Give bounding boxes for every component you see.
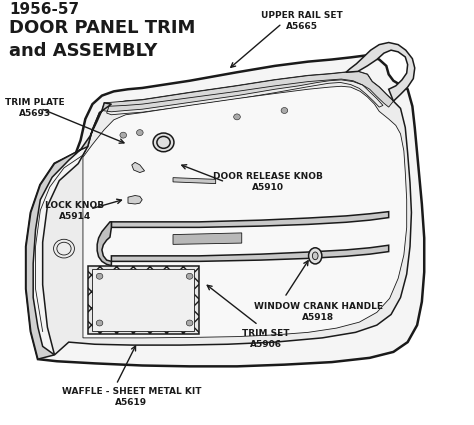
Circle shape bbox=[281, 108, 288, 113]
Polygon shape bbox=[346, 42, 415, 101]
Circle shape bbox=[120, 132, 127, 138]
Text: DOOR RELEASE KNOB
A5910: DOOR RELEASE KNOB A5910 bbox=[213, 172, 323, 192]
Circle shape bbox=[96, 273, 103, 279]
Text: WINDOW CRANK HANDLE
A5918: WINDOW CRANK HANDLE A5918 bbox=[254, 302, 383, 322]
Text: LOCK KNOB
A5914: LOCK KNOB A5914 bbox=[45, 201, 104, 221]
Polygon shape bbox=[88, 266, 199, 334]
Text: TRIM PLATE
A5693: TRIM PLATE A5693 bbox=[5, 98, 64, 118]
Polygon shape bbox=[26, 103, 111, 359]
Circle shape bbox=[234, 114, 240, 120]
Ellipse shape bbox=[309, 248, 322, 264]
Polygon shape bbox=[83, 86, 407, 338]
Ellipse shape bbox=[312, 252, 318, 260]
Polygon shape bbox=[97, 222, 111, 266]
Text: WAFFLE - SHEET METAL KIT
A5619: WAFFLE - SHEET METAL KIT A5619 bbox=[62, 387, 201, 407]
Circle shape bbox=[96, 320, 103, 326]
Circle shape bbox=[153, 133, 174, 152]
Text: 1956-57: 1956-57 bbox=[9, 2, 80, 17]
Circle shape bbox=[186, 273, 193, 279]
Text: TRIM SET
A5906: TRIM SET A5906 bbox=[242, 329, 289, 349]
Polygon shape bbox=[173, 178, 216, 184]
Text: DOOR PANEL TRIM: DOOR PANEL TRIM bbox=[9, 19, 196, 37]
Polygon shape bbox=[111, 212, 389, 227]
Text: UPPER RAIL SET
A5665: UPPER RAIL SET A5665 bbox=[261, 11, 342, 31]
Polygon shape bbox=[111, 245, 389, 261]
Circle shape bbox=[186, 320, 193, 326]
Polygon shape bbox=[102, 71, 393, 112]
Text: and ASSEMBLY: and ASSEMBLY bbox=[9, 42, 158, 60]
Circle shape bbox=[157, 136, 170, 148]
Polygon shape bbox=[26, 55, 424, 366]
Polygon shape bbox=[173, 233, 242, 244]
Polygon shape bbox=[128, 196, 142, 204]
Circle shape bbox=[137, 130, 143, 136]
Polygon shape bbox=[92, 269, 194, 331]
Polygon shape bbox=[132, 162, 145, 173]
Polygon shape bbox=[43, 71, 411, 355]
